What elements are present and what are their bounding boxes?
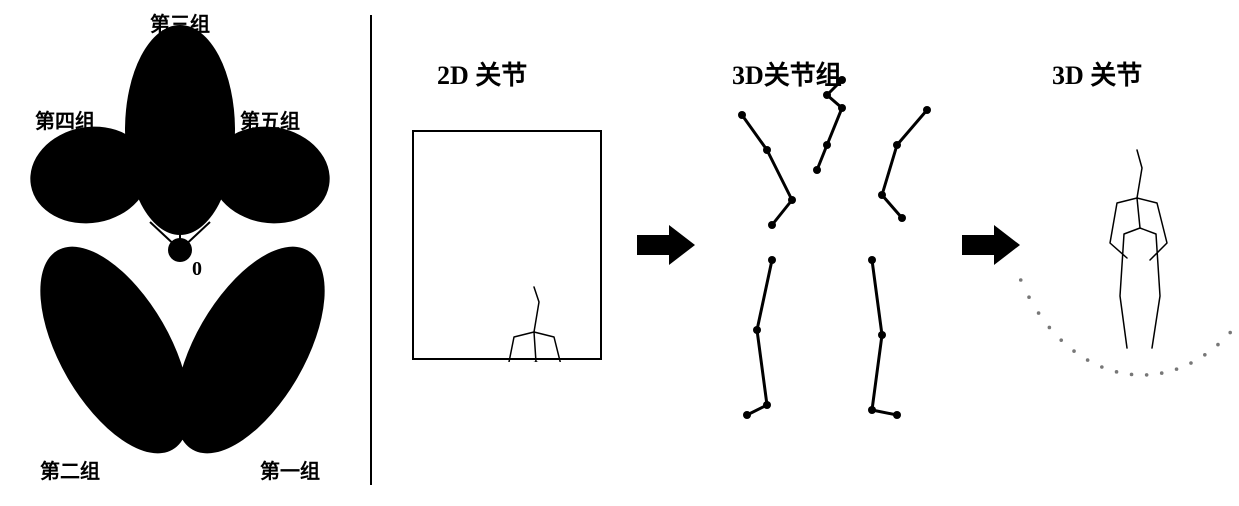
label-group-1: 第一组 [260, 455, 320, 484]
skeleton-3d [372, 0, 1239, 501]
right-panel: 2D 关节 3D关节组 3D 关节 [372, 0, 1239, 501]
label-group-4: 第四组 [35, 105, 95, 134]
left-panel: 第一组 第二组 第三组 第四组 第五组 0 [0, 0, 370, 501]
label-group-2: 第二组 [40, 455, 100, 484]
petal-diagram [0, 0, 370, 501]
label-center: 0 [192, 258, 202, 281]
label-group-3: 第三组 [150, 8, 210, 37]
label-group-5: 第五组 [240, 105, 300, 134]
